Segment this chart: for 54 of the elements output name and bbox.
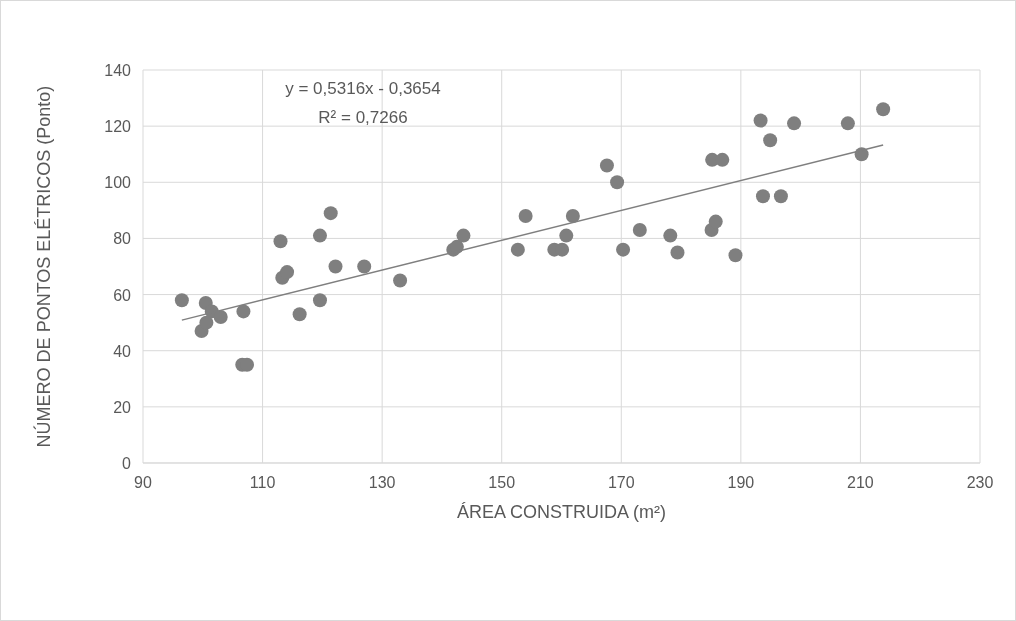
x-tick-label: 130 xyxy=(368,474,396,491)
point xyxy=(599,158,614,173)
point xyxy=(328,259,343,274)
point xyxy=(632,223,647,238)
point xyxy=(840,116,855,131)
y-tick-label: 60 xyxy=(113,286,132,304)
point xyxy=(715,152,730,167)
point xyxy=(670,245,685,260)
x-tick-label: 190 xyxy=(727,474,755,491)
y-tick-label: 0 xyxy=(122,455,132,472)
x-axis-title: ÁREA CONSTRUIDA (m²) xyxy=(456,502,667,522)
annotation: y = 0,5316x - 0,3654 xyxy=(285,79,441,98)
x-tick-label: 110 xyxy=(249,474,276,491)
y-axis-title: NÚMERO DE PONTOS ELÉTRICOS (Ponto) xyxy=(33,85,54,448)
y-tick-label: 100 xyxy=(104,174,132,192)
y-tick-label: 20 xyxy=(113,398,132,416)
x-tick-label: 90 xyxy=(134,474,152,491)
x-tick-label: 150 xyxy=(488,474,516,491)
point xyxy=(728,248,743,263)
point xyxy=(357,259,372,274)
point xyxy=(292,307,307,322)
y-tick-label: 80 xyxy=(113,230,132,248)
point xyxy=(753,113,768,128)
point xyxy=(518,208,533,223)
point xyxy=(174,293,189,308)
point xyxy=(565,208,580,223)
point xyxy=(393,273,408,288)
point xyxy=(510,242,525,257)
x-tick-label: 230 xyxy=(966,474,994,491)
point xyxy=(708,214,723,229)
point xyxy=(280,265,295,280)
y-tick-label: 120 xyxy=(104,118,132,136)
point xyxy=(876,102,891,117)
point xyxy=(663,228,678,243)
point xyxy=(273,234,288,249)
point xyxy=(213,310,228,325)
point xyxy=(616,242,631,257)
point xyxy=(312,293,327,308)
point xyxy=(787,116,802,131)
point xyxy=(199,315,214,330)
point xyxy=(312,228,327,243)
annotation: R² = 0,7266 xyxy=(318,108,408,127)
point xyxy=(755,189,770,204)
x-tick-label: 170 xyxy=(607,474,635,491)
point xyxy=(456,228,471,243)
point xyxy=(236,304,251,319)
x-tick-label: 210 xyxy=(847,474,874,491)
point xyxy=(323,206,338,221)
point xyxy=(610,175,625,190)
y-tick-label: 40 xyxy=(113,342,132,360)
point xyxy=(773,189,788,204)
point xyxy=(559,228,574,243)
y-tick-label: 140 xyxy=(104,62,132,79)
point xyxy=(763,133,778,148)
